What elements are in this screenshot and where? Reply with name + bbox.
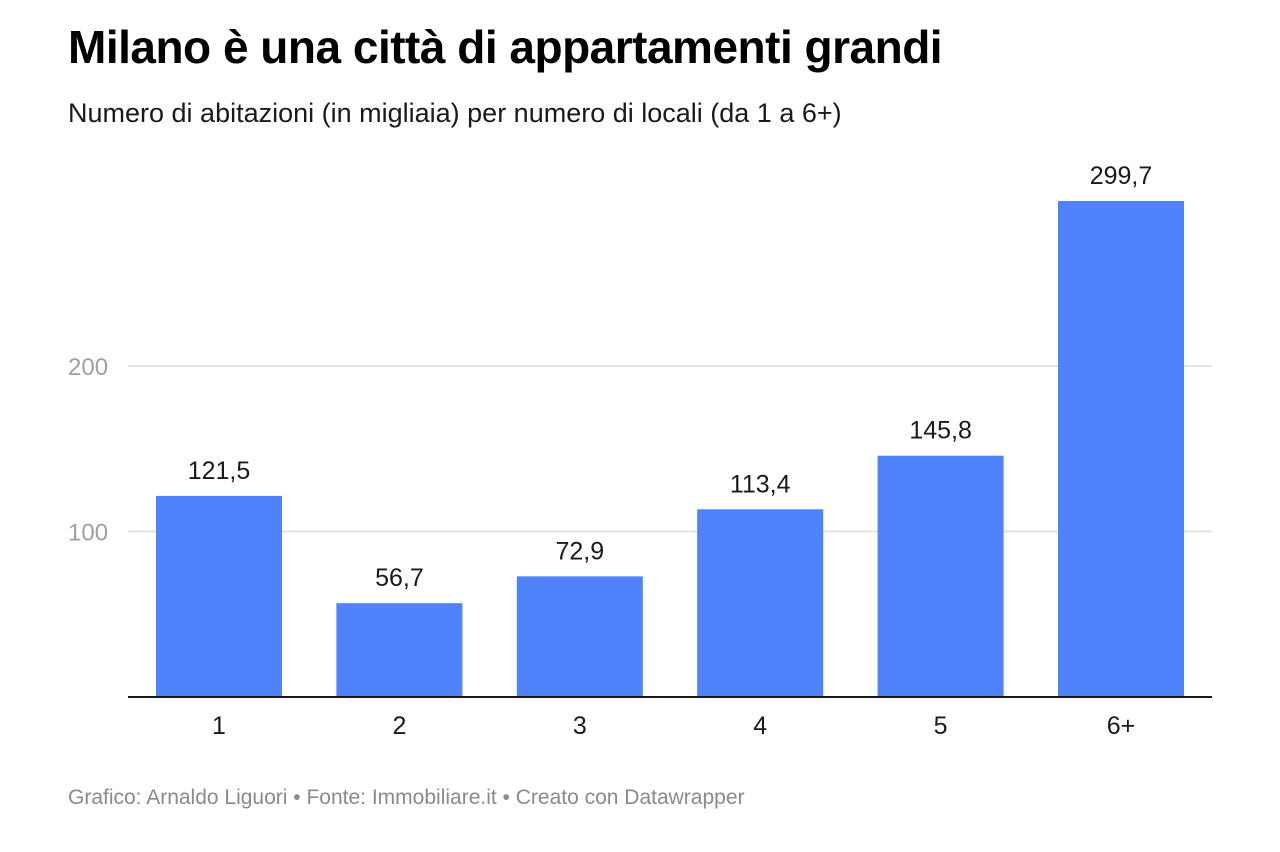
bar-4 <box>697 509 824 697</box>
bar-2 <box>336 603 463 697</box>
value-label: 121,5 <box>188 457 251 485</box>
bar-3 <box>516 576 643 697</box>
value-label: 299,7 <box>1090 162 1153 190</box>
value-label: 72,9 <box>555 537 604 565</box>
bar-5 <box>877 455 1004 697</box>
chart-title: Milano è una città di appartamenti grand… <box>68 21 943 73</box>
x-tick-label: 1 <box>212 712 226 740</box>
value-label: 113,4 <box>730 470 791 498</box>
chart-subtitle: Numero di abitazioni (in migliaia) per n… <box>68 98 842 128</box>
x-tick-label: 5 <box>934 712 948 740</box>
bars <box>156 200 1184 697</box>
x-tick-label: 3 <box>573 712 587 740</box>
gridlines <box>128 365 1212 533</box>
value-label: 56,7 <box>375 564 424 592</box>
x-tick-label: 4 <box>753 712 767 740</box>
value-labels: 121,5 56,7 72,9 113,4 145,8 299,7 <box>188 162 1153 592</box>
x-axis-labels: 1 2 3 4 5 6+ <box>212 712 1135 740</box>
y-axis-labels: 100 200 <box>68 354 108 547</box>
bar-6+ <box>1058 200 1184 697</box>
x-tick-label: 6+ <box>1107 712 1136 740</box>
bar-1 <box>156 495 282 697</box>
y-tick-label: 200 <box>68 354 108 381</box>
y-tick-label: 100 <box>68 520 108 547</box>
x-tick-label: 2 <box>392 712 406 740</box>
footer-credit: Grafico: Arnaldo Liguori • Fonte: Immobi… <box>68 786 745 809</box>
value-label: 145,8 <box>909 417 972 445</box>
